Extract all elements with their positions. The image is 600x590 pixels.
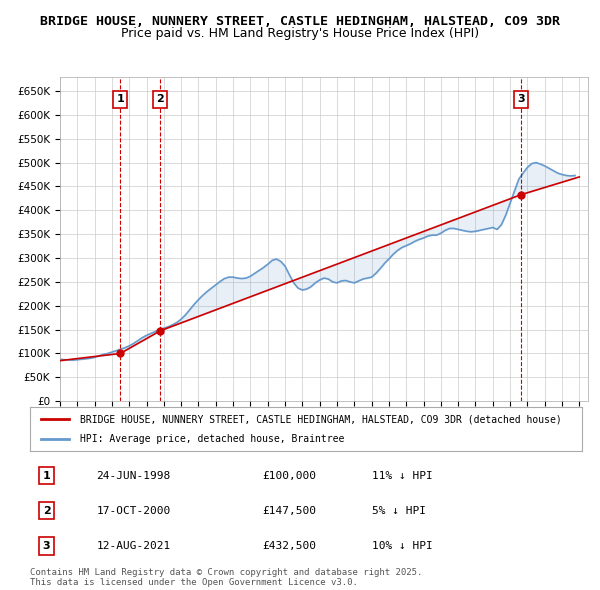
- Text: 2: 2: [157, 94, 164, 104]
- Text: Price paid vs. HM Land Registry's House Price Index (HPI): Price paid vs. HM Land Registry's House …: [121, 27, 479, 40]
- Text: 10% ↓ HPI: 10% ↓ HPI: [372, 540, 433, 550]
- Text: 17-OCT-2000: 17-OCT-2000: [96, 506, 170, 516]
- Text: Contains HM Land Registry data © Crown copyright and database right 2025.: Contains HM Land Registry data © Crown c…: [30, 568, 422, 576]
- Text: 12-AUG-2021: 12-AUG-2021: [96, 540, 170, 550]
- Text: £147,500: £147,500: [262, 506, 316, 516]
- Text: 5% ↓ HPI: 5% ↓ HPI: [372, 506, 426, 516]
- Text: £432,500: £432,500: [262, 540, 316, 550]
- Text: 3: 3: [517, 94, 524, 104]
- Text: 1: 1: [116, 94, 124, 104]
- Text: 1: 1: [43, 471, 50, 480]
- Text: This data is licensed under the Open Government Licence v3.0.: This data is licensed under the Open Gov…: [30, 578, 358, 587]
- Text: 2: 2: [43, 506, 50, 516]
- Text: 3: 3: [43, 540, 50, 550]
- Text: 11% ↓ HPI: 11% ↓ HPI: [372, 471, 433, 480]
- Text: BRIDGE HOUSE, NUNNERY STREET, CASTLE HEDINGHAM, HALSTEAD, CO9 3DR (detached hous: BRIDGE HOUSE, NUNNERY STREET, CASTLE HED…: [80, 415, 562, 424]
- Text: HPI: Average price, detached house, Braintree: HPI: Average price, detached house, Brai…: [80, 434, 344, 444]
- Text: BRIDGE HOUSE, NUNNERY STREET, CASTLE HEDINGHAM, HALSTEAD, CO9 3DR: BRIDGE HOUSE, NUNNERY STREET, CASTLE HED…: [40, 15, 560, 28]
- Text: 24-JUN-1998: 24-JUN-1998: [96, 471, 170, 480]
- Text: £100,000: £100,000: [262, 471, 316, 480]
